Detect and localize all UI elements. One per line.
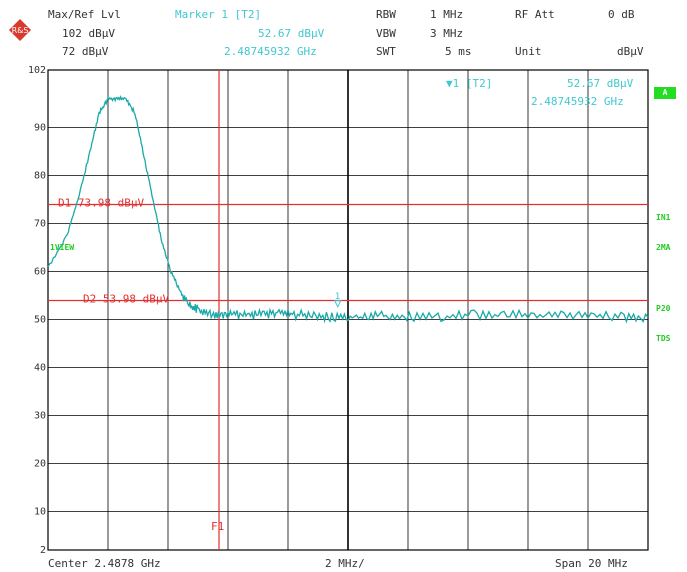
marker-level: 52.67 dBµV [258, 27, 325, 40]
vbw-label: VBW [376, 27, 396, 40]
vbw-value: 3 MHz [430, 27, 464, 40]
y-tick-label: 20 [34, 459, 46, 470]
marker-label: Marker 1 [T2] [175, 8, 262, 21]
limit-line-label: D2 53.98 dBµV [83, 292, 169, 305]
marker-frequency: 2.48745932 GHz [224, 45, 317, 58]
marker-box-label: ▼1 [T2] [446, 77, 492, 90]
marker-info-overlay: ▼1 [T2] 52.67 dBµV 2.48745932 GHz [446, 77, 634, 108]
rbw-label: RBW [376, 8, 396, 21]
side-label-view: 1VIEW [50, 243, 75, 252]
y-tick-label: 60 [34, 267, 46, 278]
f1-label: F1 [211, 520, 224, 533]
y-tick-label: 80 [34, 171, 46, 182]
ref-level-label: Max/Ref Lvl [48, 8, 121, 21]
side-label-in1: IN1 [656, 213, 671, 222]
rohde-schwarz-logo-icon: R&S [9, 19, 31, 41]
rbw-value: 1 MHz [430, 8, 464, 21]
trace-line [47, 94, 649, 324]
frequency-line: F1 [211, 70, 224, 550]
swt-value: 5 ms [445, 45, 472, 58]
marker-box-frequency: 2.48745932 GHz [531, 95, 624, 108]
ref-level-value-2: 72 dBµV [62, 45, 109, 58]
marker-box-level: 52.67 dBµV [567, 77, 634, 90]
y-tick-label: 70 [34, 219, 46, 230]
side-label-2ma: 2MA [656, 243, 671, 252]
span-value: Span 20 MHz [555, 557, 628, 570]
y-tick-label: 90 [34, 123, 46, 134]
swt-label: SWT [376, 45, 396, 58]
y-tick-label: 50 [34, 315, 46, 326]
ref-level-value: 102 dBµV [62, 27, 115, 40]
rf-att-label: RF Att [515, 8, 555, 21]
y-tick-label: 30 [34, 411, 46, 422]
center-frequency: Center 2.4878 GHz [48, 557, 161, 570]
trace-a-badge: A [654, 87, 676, 99]
unit-label: Unit [515, 45, 542, 58]
limit-lines: D1 73.98 dBµV D2 53.98 dBµV [48, 196, 648, 305]
instrument-header: R&S Max/Ref Lvl 102 dBµV 72 dBµV Marker … [0, 0, 687, 66]
side-label-p20: P20 [656, 304, 671, 313]
svg-text:R&S: R&S [12, 26, 29, 35]
limit-line-label: D1 73.98 dBµV [58, 196, 144, 209]
y-tick-label: 2 [40, 545, 46, 556]
marker-triangle-icon [333, 300, 342, 308]
division-scale: 2 MHz/ [325, 557, 365, 570]
y-tick-label: 102 [28, 65, 46, 76]
rf-att-value: 0 dB [608, 8, 635, 21]
y-tick-label: 10 [34, 507, 46, 518]
side-label-tds: TDS [656, 334, 671, 343]
marker-group: 1 [333, 292, 342, 308]
chart-grid [47, 69, 649, 551]
unit-value: dBµV [617, 45, 644, 58]
marker-number: 1 [335, 292, 340, 302]
y-tick-label: 40 [34, 363, 46, 374]
